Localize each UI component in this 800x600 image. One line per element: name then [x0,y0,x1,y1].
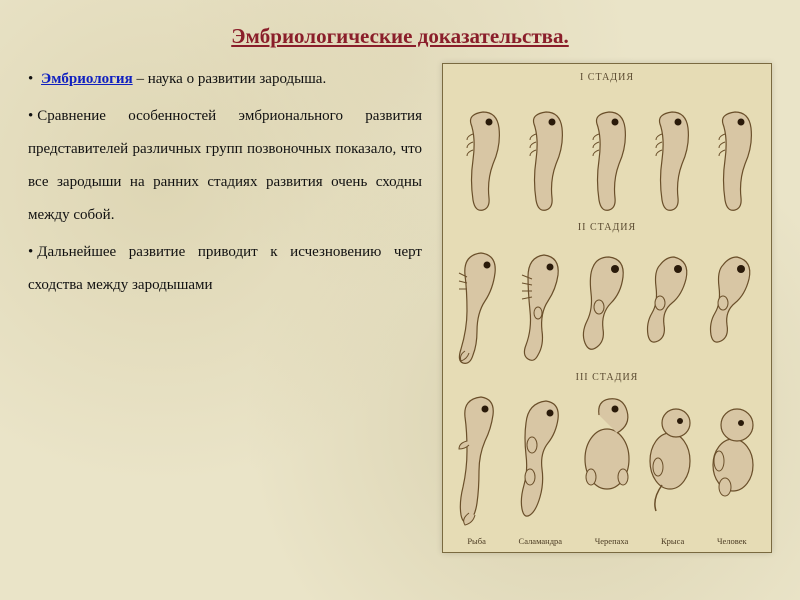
term-embryology: Эмбриология [41,71,133,87]
paragraph-2: Сравнение особенностей эмбрионального ра… [28,100,422,232]
embryo-s2-human [705,239,761,369]
embryo-s2-salamander [516,239,572,369]
embryo-s1-salamander [516,94,572,214]
stage-1-row [451,85,763,222]
species-salamander: Саламандра [519,536,563,546]
species-rat: Крыса [661,536,684,546]
text-column: Эмбриология – наука о развитии зародыша.… [28,63,422,306]
species-fish: Рыба [467,536,486,546]
paragraph-1: Эмбриология – наука о развитии зародыша. [28,63,422,96]
stage-3: III СТАДИЯ [451,372,763,530]
stage-1: I СТАДИЯ [451,72,763,222]
embryo-s1-turtle [579,94,635,214]
para1-rest: – наука о развитии зародыша. [133,71,327,87]
species-turtle: Черепаха [595,536,629,546]
species-labels: Рыба Саламандра Черепаха Крыса Человек [451,536,763,546]
page-title: Эмбриологические доказательства. [28,24,772,49]
embryo-s2-turtle [579,239,635,369]
embryo-s1-fish [453,94,509,214]
embryo-s3-turtle [579,385,635,530]
stage-2-label: II СТАДИЯ [451,222,763,233]
content-row: Эмбриология – наука о развитии зародыша.… [28,63,772,553]
stage-3-label: III СТАДИЯ [451,372,763,383]
embryo-s3-salamander [516,385,572,530]
species-human: Человек [717,536,747,546]
embryo-figure: I СТАДИЯ [442,63,772,553]
embryo-s1-rat [642,94,698,214]
stage-3-row [451,385,763,530]
paragraph-3: Дальнейшее развитие приводит к исчезнове… [28,236,422,302]
embryo-s3-rat [642,385,698,530]
embryo-s2-fish [453,239,509,369]
embryo-s1-human [705,94,761,214]
stage-2-row [451,235,763,372]
slide: Эмбриологические доказательства. Эмбриол… [0,0,800,600]
stage-2: II СТАДИЯ [451,222,763,372]
embryo-s3-fish [453,385,509,530]
embryo-s2-rat [642,239,698,369]
stage-1-label: I СТАДИЯ [451,72,763,83]
embryo-s3-human [705,385,761,530]
